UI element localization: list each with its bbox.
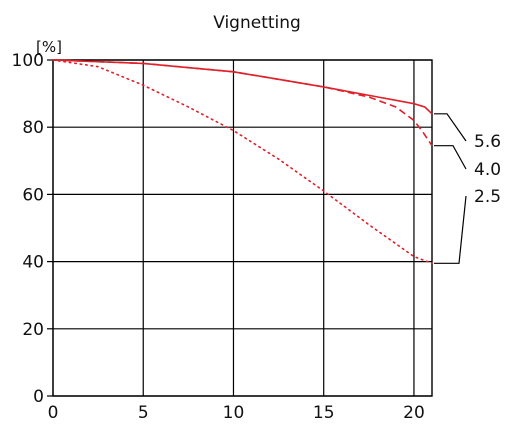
curve-label-leader <box>434 195 467 264</box>
y-tick-label: 0 <box>33 387 44 407</box>
tick-labels: 0 5 10 15 20 0 20 40 60 80 100 <box>12 51 425 423</box>
y-tick-label: 20 <box>22 320 44 340</box>
x-tick-label: 5 <box>138 403 149 423</box>
series-5-6-line <box>52 59 433 115</box>
y-tick-label: 80 <box>22 118 44 138</box>
series-4-0-line <box>52 59 433 147</box>
curve-label-leader <box>434 113 467 142</box>
chart-title: Vignetting <box>213 13 301 33</box>
y-tick-label: 40 <box>22 253 44 273</box>
curve-label: 2.5 <box>474 187 501 207</box>
x-tick-label: 15 <box>313 403 335 423</box>
x-tick-label: 10 <box>223 403 245 423</box>
y-tick-label: 100 <box>12 51 44 71</box>
curve-labels: 5.6 4.0 2.5 <box>434 113 501 264</box>
curve-label: 4.0 <box>474 160 501 180</box>
x-tick-label: 0 <box>48 403 59 423</box>
y-axis-unit: [%] <box>36 38 62 56</box>
y-tick-label: 60 <box>22 185 44 205</box>
plot-frame <box>52 59 433 397</box>
series-2-5-line <box>52 59 433 265</box>
series-group <box>52 59 433 265</box>
curve-label-leader <box>434 145 467 170</box>
x-tick-label: 20 <box>403 403 425 423</box>
grid <box>47 59 433 397</box>
curve-label: 5.6 <box>474 132 501 152</box>
